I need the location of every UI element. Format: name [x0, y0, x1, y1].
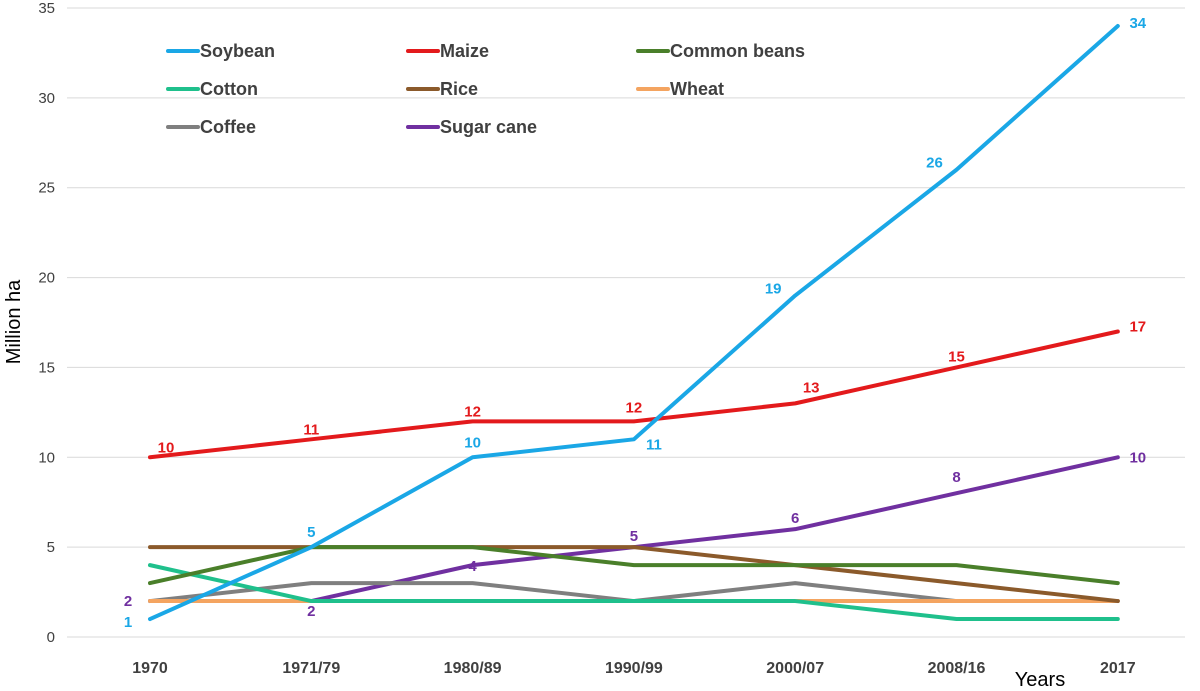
data-label: 17 — [1129, 318, 1146, 335]
series-lines — [148, 23, 1120, 622]
data-label: 5 — [307, 524, 315, 541]
data-label: 2 — [307, 603, 315, 620]
x-tick-label: 1990/99 — [605, 660, 663, 677]
data-label: 10 — [1129, 449, 1146, 466]
data-label: 1 — [124, 614, 132, 631]
y-tick-label: 5 — [47, 539, 55, 556]
data-label: 8 — [952, 469, 960, 486]
legend-label: Rice — [440, 79, 478, 99]
legend-label: Common beans — [670, 41, 805, 61]
gridlines — [67, 7, 1185, 638]
data-label: 26 — [926, 155, 943, 172]
data-label: 12 — [464, 403, 481, 420]
y-tick-label: 0 — [47, 629, 55, 646]
x-tick-label: 2008/16 — [928, 660, 986, 677]
legend-label: Cotton — [200, 79, 258, 99]
series-line-maize — [148, 329, 1120, 460]
data-label: 10 — [158, 439, 175, 456]
x-tick-label: 1971/79 — [282, 660, 340, 677]
data-label: 10 — [464, 434, 481, 451]
x-tick-label: 1980/89 — [444, 660, 502, 677]
y-tick-label: 25 — [38, 180, 55, 197]
x-tick-label: 2017 — [1100, 660, 1136, 677]
data-label: 12 — [626, 399, 643, 416]
y-tick-label: 15 — [38, 359, 55, 376]
data-label: 4 — [468, 558, 477, 575]
data-label: 13 — [803, 379, 820, 396]
x-tick-label: 2000/07 — [766, 660, 824, 677]
y-tick-label: 30 — [38, 90, 55, 107]
series-line-soybean — [148, 23, 1120, 622]
legend-label: Sugar cane — [440, 117, 537, 137]
legend-label: Maize — [440, 41, 489, 61]
y-tick-label: 10 — [38, 449, 55, 466]
data-label: 2 — [124, 593, 132, 610]
data-label: 5 — [630, 528, 638, 545]
series-line-cotton — [148, 563, 1120, 622]
y-axis-title: Million ha — [3, 279, 25, 364]
y-tick-label: 20 — [38, 270, 55, 287]
y-tick-label: 35 — [38, 0, 55, 17]
data-label: 34 — [1129, 15, 1146, 32]
y-axis-ticks: 0 5 10 15 20 25 30 35 — [38, 0, 55, 646]
legend-label: Wheat — [670, 79, 724, 99]
x-tick-label: 1970 — [132, 660, 168, 677]
legend: Soybean Maize Common beans Cotton Rice Wheat C… — [166, 41, 805, 137]
x-axis-title: Years — [1015, 669, 1065, 691]
x-axis-ticks: 1970 1971/79 1980/89 1990/99 2000/07 2008/16 2… — [132, 660, 1135, 677]
data-label: 19 — [765, 281, 782, 298]
data-label: 11 — [646, 436, 662, 453]
data-label: 15 — [948, 348, 965, 365]
legend-label: Coffee — [200, 117, 256, 137]
data-label: 6 — [791, 510, 799, 527]
data-label: 11 — [303, 421, 319, 438]
legend-label: Soybean — [200, 41, 275, 61]
